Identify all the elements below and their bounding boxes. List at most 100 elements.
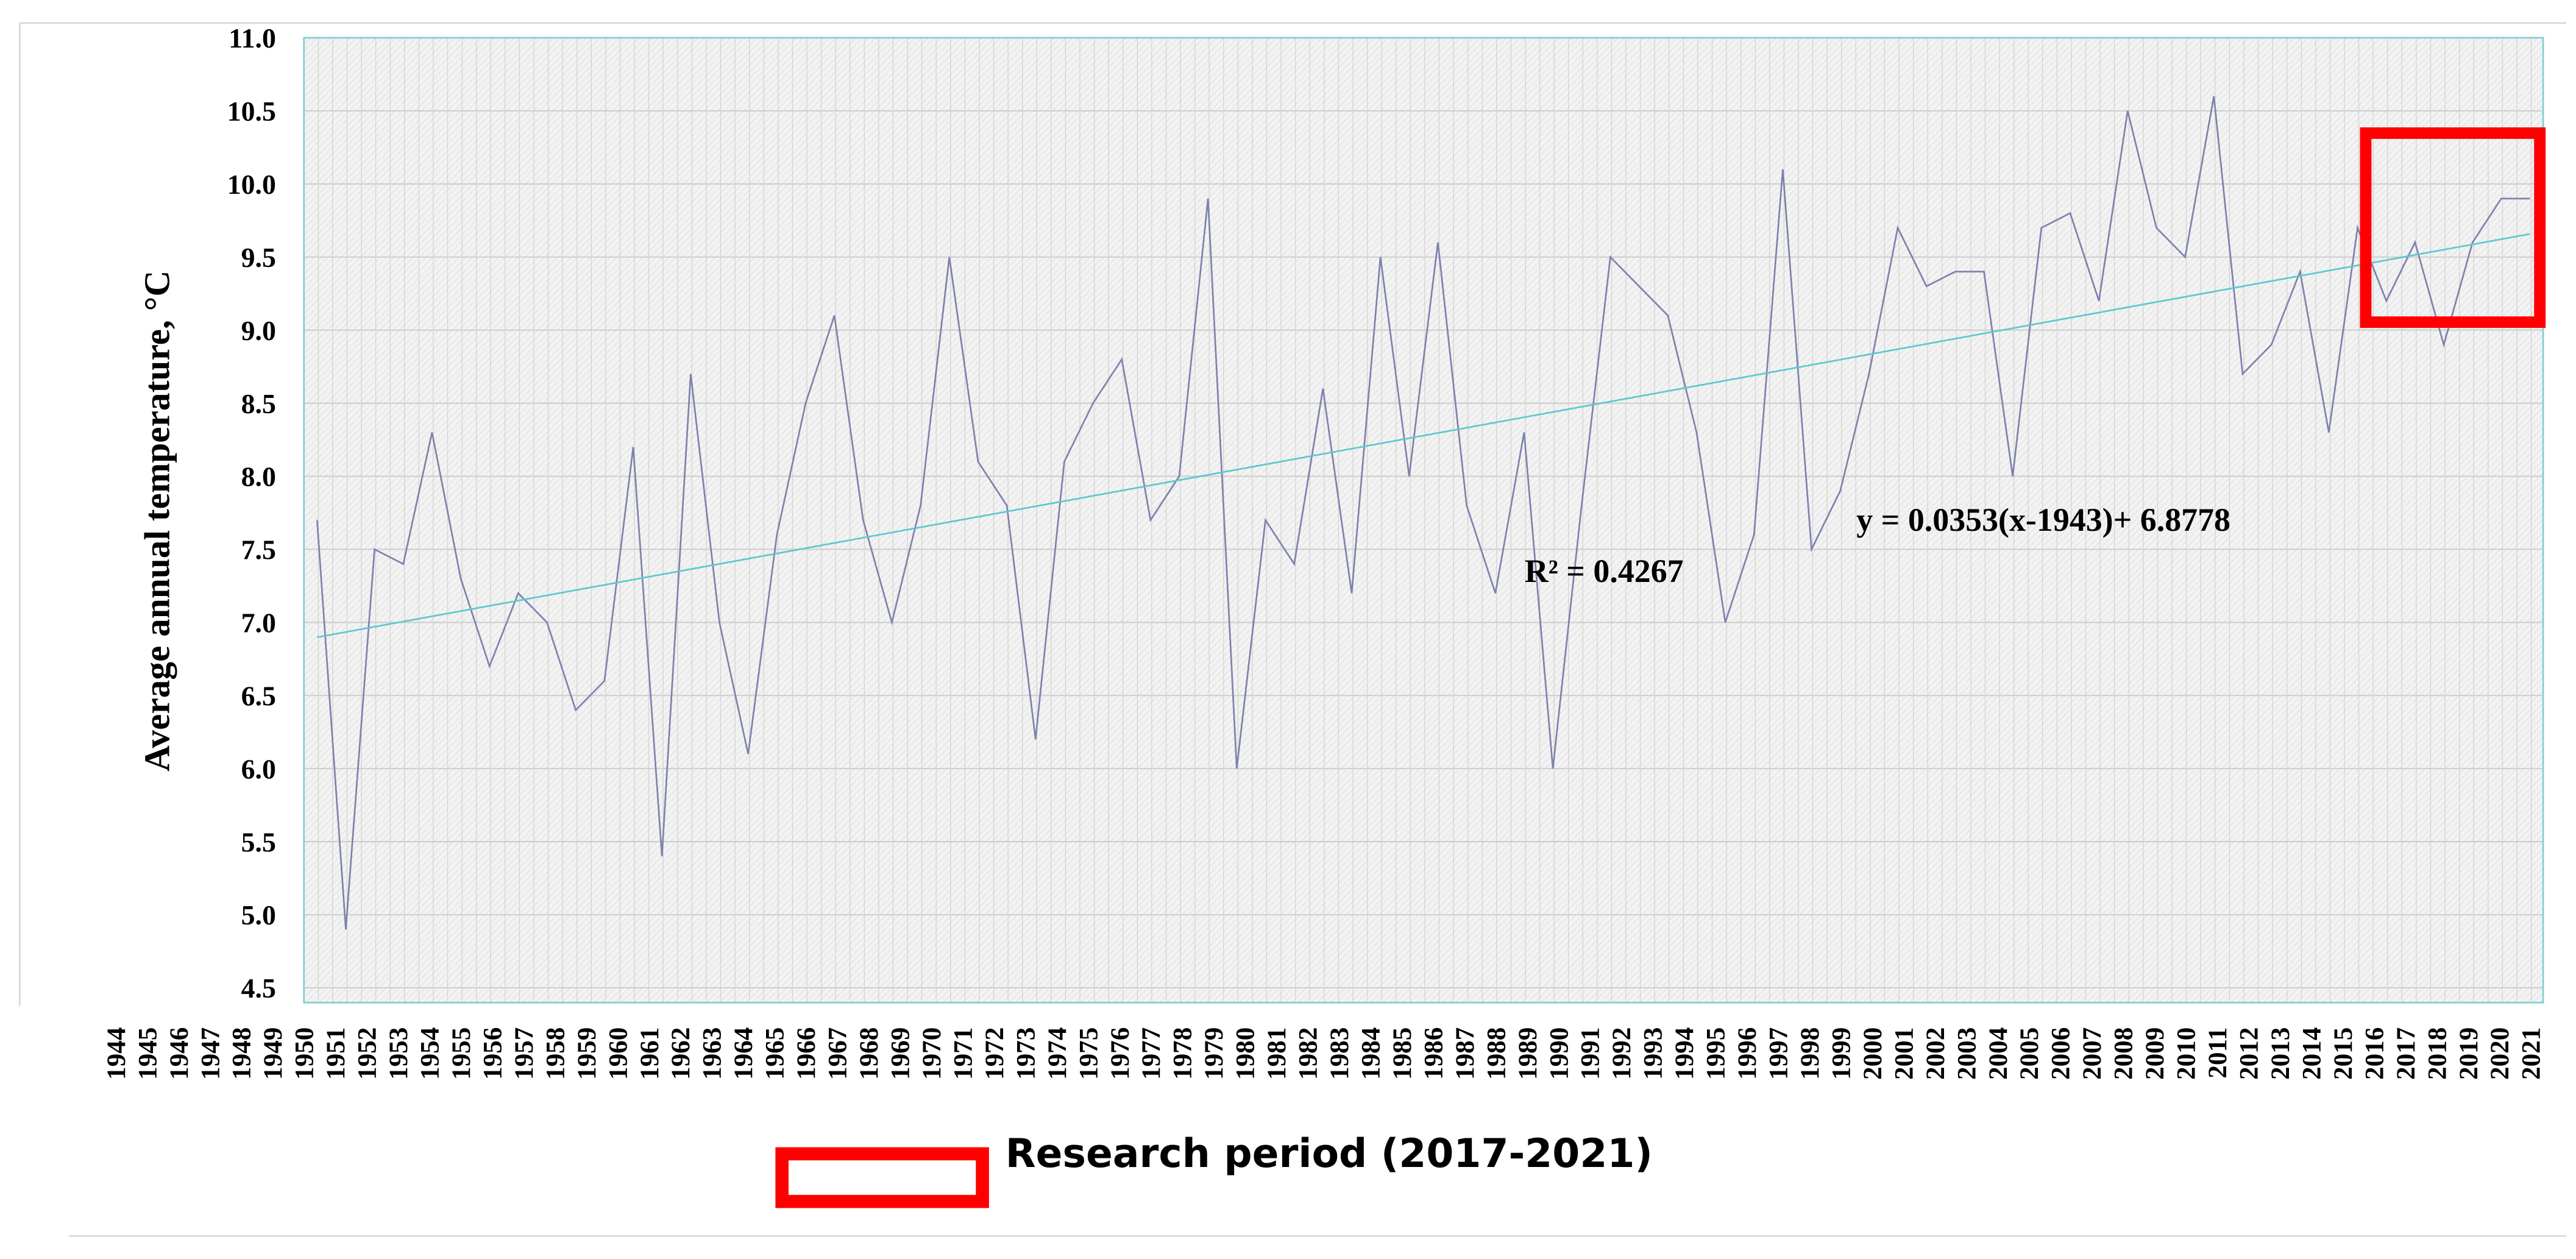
x-tick-label: 1965 xyxy=(761,1027,790,1080)
x-tick-label: 1956 xyxy=(478,1027,507,1080)
x-tick-label: 1986 xyxy=(1419,1027,1448,1080)
x-tick-label: 1970 xyxy=(918,1027,946,1080)
y-tick-label: 4.5 xyxy=(241,973,276,1004)
x-tick-label: 2021 xyxy=(2517,1027,2546,1080)
x-tick-label: 1992 xyxy=(1608,1027,1636,1080)
x-tick-label: 1978 xyxy=(1169,1027,1198,1080)
x-tick-label: 1962 xyxy=(667,1027,695,1080)
y-tick-label: 9.5 xyxy=(241,242,276,273)
x-tick-label: 1964 xyxy=(729,1027,758,1080)
x-tick-label: 1947 xyxy=(196,1027,225,1080)
x-tick-label: 2003 xyxy=(1953,1027,1981,1080)
x-tick-label: 1979 xyxy=(1200,1027,1229,1080)
grid xyxy=(303,37,2544,1003)
x-tick-label: 1983 xyxy=(1325,1027,1354,1080)
x-tick-label: 1945 xyxy=(133,1027,162,1080)
y-tick-label: 7.0 xyxy=(241,608,276,639)
x-tick-label: 2016 xyxy=(2360,1027,2389,1080)
x-tick-label: 1977 xyxy=(1137,1027,1166,1080)
x-tick-label: 1949 xyxy=(259,1027,288,1080)
annotation: R² = 0.4267 xyxy=(1525,553,1684,589)
x-tick-label: 2008 xyxy=(2110,1027,2138,1080)
x-tick-label: 2013 xyxy=(2266,1027,2295,1080)
x-tick-label: 1967 xyxy=(824,1027,853,1080)
x-tick-label: 2009 xyxy=(2141,1027,2170,1080)
x-tick-label: 1991 xyxy=(1577,1027,1605,1080)
x-tick-label: 2005 xyxy=(2015,1027,2044,1080)
legend-label: Research period (2017-2021) xyxy=(1006,1131,1653,1177)
x-tick-label: 1951 xyxy=(322,1027,350,1080)
x-tick-label: 1997 xyxy=(1765,1027,1794,1080)
x-tick-label: 1976 xyxy=(1106,1027,1135,1080)
y-tick-label: 8.5 xyxy=(241,388,276,419)
y-tick-label: 5.5 xyxy=(241,826,276,857)
x-tick-label: 1974 xyxy=(1043,1027,1072,1080)
y-tick-label: 6.0 xyxy=(241,753,276,784)
plot-border xyxy=(303,37,2544,1004)
x-tick-label: 1999 xyxy=(1827,1027,1856,1080)
x-tick-label: 1989 xyxy=(1514,1027,1542,1080)
x-tick-label: 1972 xyxy=(981,1027,1009,1080)
x-tick-label: 1988 xyxy=(1482,1027,1511,1080)
x-tick-label: 2011 xyxy=(2204,1027,2232,1079)
x-tick-label: 1975 xyxy=(1074,1027,1103,1080)
y-tick-label: 10.5 xyxy=(227,96,276,127)
x-tick-label: 1981 xyxy=(1263,1027,1291,1080)
y-tick-label: 9.0 xyxy=(241,315,276,346)
x-tick-label: 1990 xyxy=(1545,1027,1574,1080)
x-tick-label: 1998 xyxy=(1796,1027,1825,1080)
data-line xyxy=(316,96,2530,930)
x-tick-label: 2000 xyxy=(1859,1027,1887,1080)
x-tick-label: 2019 xyxy=(2455,1027,2483,1080)
x-tick-label: 1955 xyxy=(447,1027,476,1080)
x-tick-label: 1959 xyxy=(573,1027,601,1080)
x-tick-label: 1982 xyxy=(1294,1027,1323,1080)
x-tick-label: 1954 xyxy=(416,1027,445,1080)
x-tick-label: 1944 xyxy=(102,1027,131,1080)
x-tick-label: 2006 xyxy=(2047,1027,2076,1080)
x-tick-label: 2007 xyxy=(2078,1027,2107,1080)
x-tick-label: 1968 xyxy=(855,1027,884,1080)
x-tick-label: 1963 xyxy=(698,1027,727,1080)
marks xyxy=(316,96,2530,930)
x-tick-label: 1985 xyxy=(1388,1027,1417,1080)
y-tick-label: 5.0 xyxy=(241,899,276,931)
x-tick-label: 1984 xyxy=(1357,1027,1385,1080)
y-tick-label: 10.0 xyxy=(227,169,276,200)
x-tick-label: 1950 xyxy=(291,1027,319,1080)
y-tick-label: 6.5 xyxy=(241,680,276,711)
y-tick-label: 7.5 xyxy=(241,534,276,566)
highlight-box xyxy=(2360,127,2546,328)
trend-line xyxy=(317,233,2530,639)
x-tick-label: 1952 xyxy=(353,1027,382,1080)
x-tick-label: 1957 xyxy=(510,1027,539,1080)
x-tick-label: 2001 xyxy=(1890,1027,1918,1080)
x-tick-label: 1946 xyxy=(165,1027,194,1080)
x-tick-label: 1966 xyxy=(792,1027,821,1080)
x-tick-label: 1995 xyxy=(1702,1027,1731,1080)
x-tick-label: 2020 xyxy=(2486,1027,2514,1080)
x-tick-label: 1971 xyxy=(949,1027,978,1080)
x-tick-label: 2017 xyxy=(2392,1027,2421,1080)
x-tick-label: 2002 xyxy=(1921,1027,1950,1080)
x-tick-label: 2015 xyxy=(2329,1027,2358,1080)
y-axis-label: Average annual temperature, °C xyxy=(137,271,177,771)
x-tick-label: 1993 xyxy=(1639,1027,1668,1080)
annotation: y = 0.0353(x-1943)+ 6.8778 xyxy=(1856,502,2230,538)
x-tick-label: 2018 xyxy=(2423,1027,2452,1080)
x-tick-label: 2012 xyxy=(2235,1027,2264,1080)
x-tick-label: 1980 xyxy=(1232,1027,1260,1080)
x-tick-label: 1958 xyxy=(541,1027,570,1080)
x-tick-label: 1973 xyxy=(1012,1027,1040,1080)
x-tick-label: 1987 xyxy=(1451,1027,1480,1080)
x-tick-label: 1953 xyxy=(385,1027,413,1080)
x-tick-label: 1994 xyxy=(1670,1027,1699,1080)
x-tick-label: 1961 xyxy=(636,1027,664,1080)
x-tick-label: 1948 xyxy=(228,1027,257,1080)
x-tick-label: 2010 xyxy=(2173,1027,2201,1080)
x-tick-label: 1969 xyxy=(887,1027,915,1080)
x-tick-label: 1996 xyxy=(1733,1027,1762,1080)
x-tick-label: 1960 xyxy=(604,1027,633,1080)
x-tick-label: 2004 xyxy=(1984,1027,2013,1080)
